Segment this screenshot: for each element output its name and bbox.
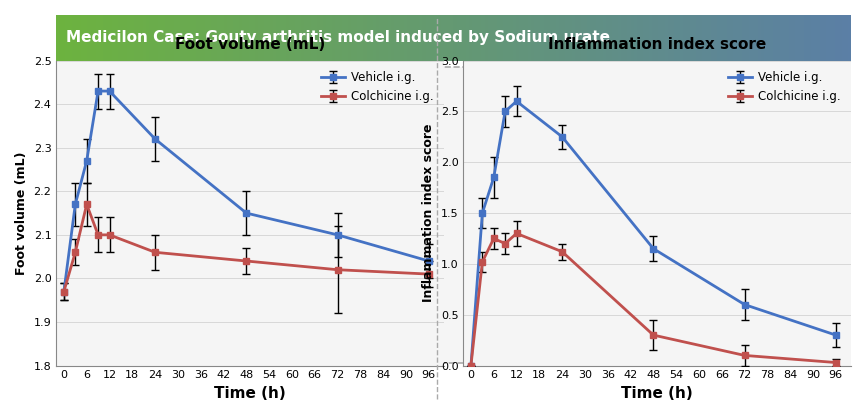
Title: Inflammation index score: Inflammation index score xyxy=(548,37,766,52)
Title: Foot volume (mL): Foot volume (mL) xyxy=(175,37,326,52)
Legend: Vehicle i.g., Colchicine i.g.: Vehicle i.g., Colchicine i.g. xyxy=(723,67,845,108)
FancyBboxPatch shape xyxy=(61,67,845,362)
Legend: Vehicle i.g., Colchicine i.g.: Vehicle i.g., Colchicine i.g. xyxy=(316,67,438,108)
X-axis label: Time (h): Time (h) xyxy=(621,386,693,401)
Y-axis label: Inflammation index score: Inflammation index score xyxy=(422,124,436,302)
Text: Medicilon Case: Gouty arthritis model induced by Sodium urate: Medicilon Case: Gouty arthritis model in… xyxy=(66,30,610,45)
Y-axis label: Foot volume (mL): Foot volume (mL) xyxy=(15,151,28,275)
X-axis label: Time (h): Time (h) xyxy=(214,386,286,401)
